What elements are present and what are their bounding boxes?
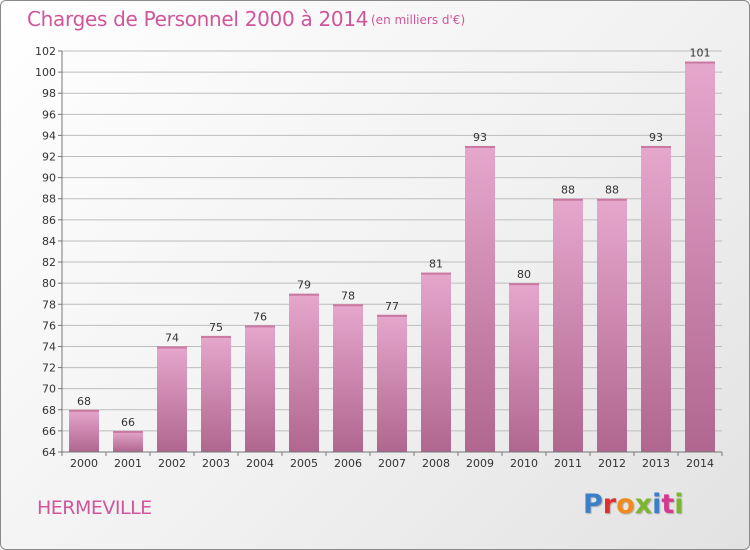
bar-2011 <box>553 198 583 452</box>
y-tick-label: 74 <box>42 340 56 353</box>
y-tick-label: 82 <box>42 256 56 269</box>
y-tick-label: 96 <box>42 108 56 121</box>
bar-2014 <box>685 61 715 452</box>
bar-top-edge <box>685 61 715 64</box>
axes: 64 66 68 70 72 74 76 78 80 82 84 86 88 90 92 94 96 98 100 1… <box>35 45 723 470</box>
bar-top-edge <box>377 314 407 317</box>
bar-top-edge <box>333 304 363 307</box>
bar-top-edge <box>157 346 187 349</box>
logo-letter: x <box>634 489 653 520</box>
chart-title: Charges de Personnel 2000 à 2014 <box>27 7 369 31</box>
bar-top-edge <box>553 198 583 201</box>
y-tick-label: 68 <box>42 404 56 417</box>
bar-top-edge <box>245 325 275 328</box>
bar-2012 <box>597 198 627 452</box>
bar-top-edge <box>289 293 319 296</box>
x-tick-label-2001: 2001 <box>114 457 142 470</box>
x-tick-label-2007: 2007 <box>378 457 406 470</box>
x-tick-label-2012: 2012 <box>598 457 626 470</box>
logo-letter: r <box>602 489 617 520</box>
bar-top-edge <box>641 145 671 148</box>
bar-top-edge <box>465 145 495 148</box>
y-tick-label: 84 <box>42 235 56 248</box>
data-label-2004: 76 <box>253 310 267 323</box>
bar-2000 <box>69 409 99 452</box>
y-tick-label: 102 <box>35 45 56 58</box>
bar-2006 <box>333 304 363 452</box>
y-tick-label: 70 <box>42 383 56 396</box>
bar-top-edge <box>113 430 143 433</box>
data-label-2012: 88 <box>605 184 619 197</box>
bar-top-edge <box>597 198 627 201</box>
bar-2004 <box>245 325 275 452</box>
x-tick-label-2006: 2006 <box>334 457 362 470</box>
y-tick-label: 94 <box>42 129 56 142</box>
bar-top-edge <box>421 272 451 275</box>
y-tick-label: 100 <box>35 66 56 79</box>
x-tick-label-2003: 2003 <box>202 457 230 470</box>
commune-name: HERMEVILLE <box>37 497 152 519</box>
y-tick-label: 88 <box>42 193 56 206</box>
bar-2013 <box>641 145 671 452</box>
data-label-2007: 77 <box>385 300 399 313</box>
x-tick-label-2010: 2010 <box>510 457 538 470</box>
x-tick-label-2011: 2011 <box>554 457 582 470</box>
y-tick-label: 92 <box>42 151 56 164</box>
data-label-2014: 101 <box>690 47 711 60</box>
x-tick-label-2000: 2000 <box>70 457 98 470</box>
bar-2001 <box>113 430 143 452</box>
proxiti-logo: Proxiti <box>583 489 684 520</box>
data-labels: 68 66 74 75 76 79 78 77 81 93 80 88 88 93 101 <box>77 47 711 429</box>
y-tick-label: 76 <box>42 319 56 332</box>
y-tick-label: 86 <box>42 214 56 227</box>
bar-2008 <box>421 272 451 452</box>
y-tick-label: 90 <box>42 172 56 185</box>
bar-2005 <box>289 293 319 452</box>
y-tick-label: 66 <box>42 425 56 438</box>
chart-subtitle: (en milliers d'€) <box>371 13 466 27</box>
y-tick-label: 80 <box>42 277 56 290</box>
bar-top-edge <box>69 409 99 412</box>
bar-top-edge <box>201 335 231 338</box>
x-tick-label-2014: 2014 <box>686 457 714 470</box>
bar-2002 <box>157 346 187 452</box>
y-tick-label: 98 <box>42 87 56 100</box>
data-label-2001: 66 <box>121 416 135 429</box>
x-tick-label-2009: 2009 <box>466 457 494 470</box>
data-label-2008: 81 <box>429 258 443 271</box>
x-tick-label-2008: 2008 <box>422 457 450 470</box>
data-label-2002: 74 <box>165 331 179 344</box>
logo-letter: i <box>674 489 684 520</box>
data-label-2010: 80 <box>517 268 531 281</box>
data-label-2013: 93 <box>649 131 663 144</box>
x-tick-label-2005: 2005 <box>290 457 318 470</box>
data-label-2005: 79 <box>297 279 311 292</box>
bar-2007 <box>377 314 407 452</box>
data-label-2009: 93 <box>473 131 487 144</box>
data-label-2011: 88 <box>561 184 575 197</box>
bar-2010 <box>509 283 539 452</box>
bar-2003 <box>201 335 231 452</box>
data-label-2000: 68 <box>77 395 91 408</box>
bar-2009 <box>465 145 495 452</box>
y-tick-label: 78 <box>42 298 56 311</box>
bars <box>69 61 715 452</box>
data-label-2003: 75 <box>209 321 223 334</box>
logo-letter: o <box>616 489 635 520</box>
x-tick-label-2002: 2002 <box>158 457 186 470</box>
logo-letter: i <box>652 489 662 520</box>
logo-letter: t <box>661 489 675 520</box>
y-tick-label: 72 <box>42 362 56 375</box>
x-tick-label-2004: 2004 <box>246 457 274 470</box>
bar-top-edge <box>509 283 539 286</box>
x-tick-label-2013: 2013 <box>642 457 670 470</box>
y-tick-label: 64 <box>42 446 56 459</box>
data-label-2006: 78 <box>341 289 355 302</box>
logo-letter: P <box>583 489 603 520</box>
